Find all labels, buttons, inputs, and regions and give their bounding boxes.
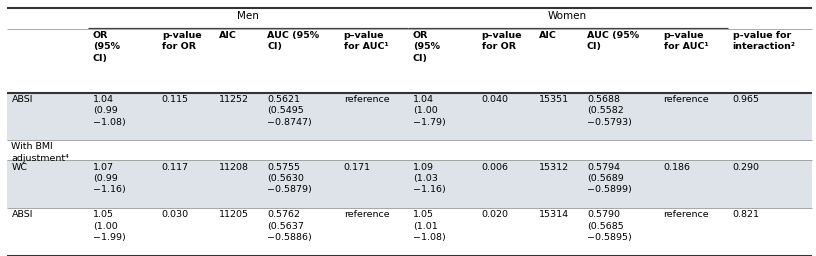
Text: 1.04
(1.00
−1.79): 1.04 (1.00 −1.79) [413, 95, 446, 126]
Text: 0.5688
(0.5582
−0.5793): 0.5688 (0.5582 −0.5793) [587, 95, 632, 126]
Text: 15312: 15312 [539, 163, 570, 172]
Text: p-value
for OR: p-value for OR [162, 31, 202, 51]
Text: Men: Men [237, 11, 259, 21]
Text: 0.290: 0.290 [733, 163, 760, 172]
Text: Women: Women [548, 11, 588, 21]
Text: 0.117: 0.117 [162, 163, 188, 172]
Text: 0.5762
(0.5637
−0.5886): 0.5762 (0.5637 −0.5886) [267, 210, 312, 242]
Text: 0.171: 0.171 [344, 163, 370, 172]
Text: reference: reference [344, 95, 389, 104]
Text: 0.006: 0.006 [481, 163, 508, 172]
Text: reference: reference [663, 95, 709, 104]
Text: p-value for
interaction²: p-value for interaction² [733, 31, 796, 51]
Bar [7, 93, 812, 140]
Text: 0.030: 0.030 [162, 210, 188, 219]
Text: OR
(95%
CI): OR (95% CI) [93, 31, 120, 63]
Text: 0.5794
(0.5689
−0.5899): 0.5794 (0.5689 −0.5899) [587, 163, 632, 195]
Text: reference: reference [344, 210, 389, 219]
Text: 0.5621
(0.5495
−0.8747): 0.5621 (0.5495 −0.8747) [267, 95, 312, 126]
Text: p–value
for AUC¹: p–value for AUC¹ [663, 31, 708, 51]
Text: 1.07
(0.99
−1.16): 1.07 (0.99 −1.16) [93, 163, 126, 195]
Text: AIC: AIC [220, 31, 237, 40]
Bar [7, 29, 812, 93]
Text: reference: reference [663, 210, 709, 219]
Text: p–value
for OR: p–value for OR [481, 31, 522, 51]
Text: 11208: 11208 [220, 163, 249, 172]
Text: p–value
for AUC¹: p–value for AUC¹ [344, 31, 388, 51]
Text: 0.020: 0.020 [481, 210, 508, 219]
Text: 1.05
(1.01
−1.08): 1.05 (1.01 −1.08) [413, 210, 446, 242]
Text: 1.04
(0.99
−1.08): 1.04 (0.99 −1.08) [93, 95, 126, 126]
Text: 0.5790
(0.5685
−0.5895): 0.5790 (0.5685 −0.5895) [587, 210, 632, 242]
Text: AIC: AIC [539, 31, 557, 40]
Text: 11205: 11205 [220, 210, 249, 219]
Bar [7, 161, 812, 208]
Text: AUC (95%
CI): AUC (95% CI) [267, 31, 319, 51]
Text: 0.040: 0.040 [481, 95, 508, 104]
Text: 11252: 11252 [220, 95, 249, 104]
Text: 1.05
(1.00
−1.99): 1.05 (1.00 −1.99) [93, 210, 126, 242]
Text: 15314: 15314 [539, 210, 570, 219]
Bar [7, 8, 812, 29]
Bar [7, 140, 812, 161]
Text: 15351: 15351 [539, 95, 570, 104]
Text: 0.965: 0.965 [733, 95, 760, 104]
Text: ABSI: ABSI [11, 95, 33, 104]
Text: 1.09
(1.03
−1.16): 1.09 (1.03 −1.16) [413, 163, 446, 195]
Text: OR
(95%
CI): OR (95% CI) [413, 31, 440, 63]
Text: 0.186: 0.186 [663, 163, 690, 172]
Text: With BMI
adjustment⁴: With BMI adjustment⁴ [11, 142, 69, 163]
Text: 0.5755
(0.5630
−0.5879): 0.5755 (0.5630 −0.5879) [267, 163, 312, 195]
Text: ABSI: ABSI [11, 210, 33, 219]
Text: AUC (95%
CI): AUC (95% CI) [587, 31, 639, 51]
Text: 0.821: 0.821 [733, 210, 760, 219]
Text: 0.115: 0.115 [162, 95, 188, 104]
Bar [7, 208, 812, 256]
Text: WC: WC [11, 163, 28, 172]
